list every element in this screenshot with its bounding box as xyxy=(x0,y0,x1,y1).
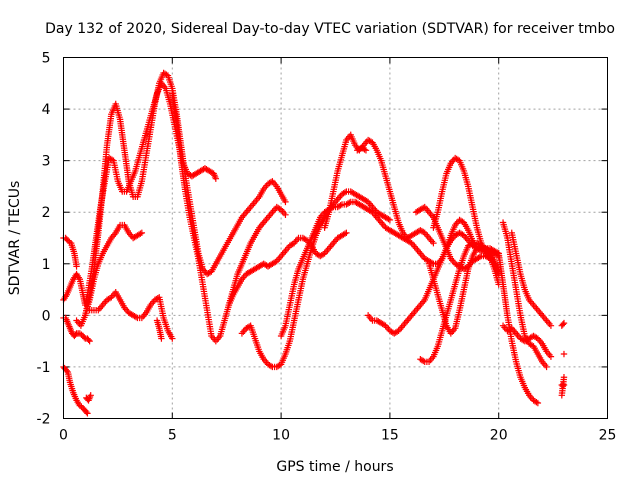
series-arc9 xyxy=(153,317,165,342)
x-tick-label: 20 xyxy=(490,428,508,444)
series-arc18 xyxy=(417,239,502,365)
tick-labels: 0 5 10 15 20 25 -2 -1 0 1 2 3 4 5 xyxy=(37,51,617,444)
data-point xyxy=(80,334,88,341)
series-arc6 xyxy=(73,69,289,329)
data-point xyxy=(430,239,437,247)
data-point xyxy=(559,321,567,328)
data-point xyxy=(84,410,91,417)
data-point xyxy=(362,147,370,154)
series-arc20 xyxy=(430,154,494,262)
data-point xyxy=(132,313,140,321)
series-arc8 xyxy=(86,288,176,342)
grid xyxy=(63,57,608,419)
series-arc12 xyxy=(238,188,394,371)
axis-ticks xyxy=(63,57,608,419)
y-tick-label: 0 xyxy=(42,308,51,324)
data-point xyxy=(346,199,353,206)
series-arc4 xyxy=(60,314,93,345)
data-point xyxy=(420,357,427,365)
data-point xyxy=(507,325,514,333)
y-tick-label: 3 xyxy=(42,154,51,170)
data-point xyxy=(158,335,165,342)
x-tick-label: 25 xyxy=(599,428,617,444)
series-arc28 xyxy=(558,374,568,399)
x-axis-label: GPS time / hours xyxy=(276,459,393,475)
data-point xyxy=(476,253,484,261)
data-point xyxy=(86,337,93,345)
data-point xyxy=(169,335,176,342)
y-tick-label: 2 xyxy=(42,205,51,221)
data-point xyxy=(386,216,394,224)
data-point xyxy=(341,189,349,196)
series-arc14 xyxy=(321,131,437,247)
data-point xyxy=(420,204,427,212)
y-tick-label: 4 xyxy=(42,102,51,118)
data-point xyxy=(361,146,368,153)
data-point xyxy=(87,392,94,399)
y-tick-label: -1 xyxy=(37,360,51,376)
x-tick-label: 0 xyxy=(59,428,68,444)
data-point xyxy=(486,255,494,262)
x-tick-label: 10 xyxy=(272,428,290,444)
x-tick-label: 5 xyxy=(168,428,177,444)
data-point xyxy=(547,353,555,360)
plot-border xyxy=(63,57,608,419)
data-point xyxy=(63,367,70,374)
chart-title: Day 132 of 2020, Sidereal Day-to-day VTE… xyxy=(45,21,615,37)
data-point xyxy=(385,215,392,223)
data-point xyxy=(343,229,350,237)
data-point xyxy=(267,362,275,370)
y-tick-label: -2 xyxy=(37,412,51,428)
data-point xyxy=(85,336,92,344)
y-axis-label: SDTVAR / TECUs xyxy=(7,181,23,296)
data-point xyxy=(83,408,90,416)
y-tick-label: 1 xyxy=(42,257,51,273)
data-point xyxy=(534,399,542,407)
data-point xyxy=(547,322,555,329)
data-point xyxy=(337,202,344,209)
data-point xyxy=(212,175,220,182)
series-arc24 xyxy=(499,322,555,360)
y-tick-label: 5 xyxy=(42,51,51,67)
series-arc15 xyxy=(354,144,370,154)
data-point xyxy=(267,178,275,186)
x-tick-label: 15 xyxy=(381,428,399,444)
data-point xyxy=(560,374,568,381)
data-point xyxy=(560,350,568,358)
data-points xyxy=(60,69,568,417)
data-point xyxy=(467,240,475,248)
series-arc2 xyxy=(60,363,91,417)
data-point xyxy=(533,398,540,406)
series-arc10 xyxy=(169,90,289,345)
series-arc26 xyxy=(560,350,568,358)
series-arc23 xyxy=(508,229,555,329)
series-arc25 xyxy=(558,319,568,329)
data-point xyxy=(560,319,568,327)
data-point xyxy=(282,211,289,218)
series-arc3 xyxy=(83,392,94,404)
data-point xyxy=(137,230,144,237)
data-point xyxy=(138,229,146,237)
data-point xyxy=(543,363,550,371)
data-point xyxy=(282,198,289,206)
data-point xyxy=(73,263,80,270)
series-arc7 xyxy=(82,221,146,319)
data-point xyxy=(341,230,349,237)
series-arc11 xyxy=(225,229,350,309)
